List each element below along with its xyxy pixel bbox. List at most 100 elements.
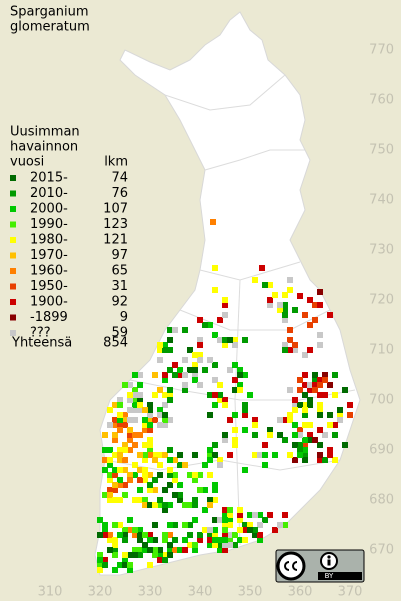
occurrence-square	[152, 487, 158, 493]
occurrence-square	[127, 447, 133, 453]
legend-title: Uusimman	[10, 125, 80, 140]
occurrence-square	[147, 502, 153, 508]
occurrence-square	[167, 472, 173, 478]
legend-count: 121	[103, 233, 128, 248]
occurrence-square	[217, 537, 223, 543]
occurrence-square	[107, 457, 113, 463]
occurrence-square	[277, 307, 283, 313]
occurrence-square	[167, 327, 173, 333]
occurrence-square	[242, 427, 248, 433]
occurrence-square	[212, 517, 218, 523]
occurrence-square	[297, 387, 303, 393]
occurrence-square	[142, 422, 148, 428]
occurrence-square	[347, 402, 353, 408]
occurrence-square	[107, 422, 113, 428]
occurrence-square	[142, 477, 148, 483]
occurrence-square	[127, 562, 133, 568]
occurrence-square	[142, 407, 148, 413]
occurrence-square	[112, 437, 118, 443]
occurrence-square	[192, 472, 198, 478]
occurrence-square	[207, 537, 213, 543]
occurrence-square	[157, 387, 163, 393]
occurrence-square	[232, 542, 238, 548]
occurrence-square	[202, 527, 208, 533]
occurrence-square	[252, 277, 258, 283]
legend-label: 1990-	[30, 217, 68, 232]
occurrence-square	[282, 302, 288, 308]
occurrence-square	[272, 292, 278, 298]
occurrence-square	[287, 327, 293, 333]
occurrence-square	[127, 517, 133, 523]
occurrence-square	[147, 407, 153, 413]
occurrence-square	[327, 452, 333, 458]
occurrence-square	[167, 532, 173, 538]
occurrence-square	[127, 527, 133, 533]
occurrence-square	[302, 447, 308, 453]
occurrence-square	[112, 522, 118, 528]
occurrence-square	[97, 567, 103, 573]
occurrence-square	[287, 417, 293, 423]
occurrence-square	[302, 352, 308, 358]
occurrence-square	[112, 552, 118, 558]
occurrence-square	[152, 477, 158, 483]
occurrence-square	[137, 432, 143, 438]
occurrence-square	[292, 422, 298, 428]
occurrence-square	[217, 542, 223, 548]
occurrence-square	[147, 427, 153, 433]
occurrence-square	[342, 387, 348, 393]
occurrence-square	[232, 362, 238, 368]
occurrence-square	[207, 502, 213, 508]
legend-swatch	[10, 330, 16, 336]
occurrence-square	[282, 347, 288, 353]
occurrence-square	[322, 392, 328, 398]
legend-count: 31	[111, 279, 128, 294]
occurrence-square	[222, 342, 228, 348]
y-tick-label: 680	[369, 493, 394, 508]
occurrence-square	[102, 557, 108, 563]
occurrence-square	[132, 472, 138, 478]
occurrence-square	[137, 467, 143, 473]
occurrence-square	[152, 552, 158, 558]
occurrence-square	[317, 332, 323, 338]
legend-swatch	[10, 175, 16, 181]
occurrence-square	[117, 447, 123, 453]
legend-count: 123	[103, 217, 128, 232]
occurrence-square	[297, 452, 303, 458]
occurrence-square	[167, 337, 173, 343]
occurrence-square	[107, 477, 113, 483]
occurrence-square	[177, 452, 183, 458]
occurrence-square	[122, 417, 128, 423]
occurrence-square	[112, 567, 118, 573]
occurrence-square	[177, 372, 183, 378]
occurrence-square	[117, 397, 123, 403]
occurrence-square	[302, 422, 308, 428]
occurrence-square	[277, 417, 283, 423]
occurrence-square	[152, 547, 158, 553]
occurrence-square	[172, 537, 178, 543]
occurrence-square	[147, 547, 153, 553]
x-tick-label: 340	[188, 585, 213, 600]
occurrence-square	[282, 512, 288, 518]
x-tick-label: 350	[238, 585, 263, 600]
occurrence-square	[112, 542, 118, 548]
occurrence-square	[157, 472, 163, 478]
total-label: Yhteensä	[11, 336, 72, 351]
occurrence-square	[202, 367, 208, 373]
occurrence-square	[277, 522, 283, 528]
occurrence-square	[147, 422, 153, 428]
occurrence-square	[182, 372, 188, 378]
occurrence-square	[222, 337, 228, 343]
occurrence-square	[257, 452, 263, 458]
occurrence-square	[327, 412, 333, 418]
occurrence-square	[117, 452, 123, 458]
occurrence-square	[232, 532, 238, 538]
occurrence-square	[227, 542, 233, 548]
occurrence-square	[292, 347, 298, 353]
y-tick-label: 700	[369, 393, 394, 408]
region-borders	[104, 74, 356, 546]
occurrence-square	[267, 512, 273, 518]
occurrence-square	[162, 537, 168, 543]
occurrence-square	[217, 547, 223, 553]
occurrence-square	[127, 427, 133, 433]
occurrence-square	[332, 457, 338, 463]
